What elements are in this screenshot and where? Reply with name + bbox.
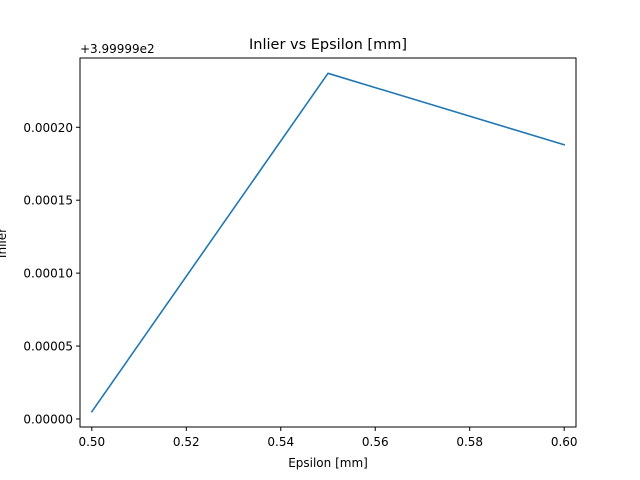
series-line-0: [90, 72, 566, 413]
y-tick-label: 0.00010: [23, 267, 73, 281]
x-tick-label: 0.50: [78, 435, 105, 449]
y-tick-label: 0.00020: [23, 121, 73, 135]
x-axis-label: Epsilon [mm]: [288, 456, 368, 470]
y-tick-label: 0.00000: [23, 412, 73, 426]
x-tick-label: 0.60: [551, 435, 578, 449]
y-axis-label: Inlier: [0, 228, 9, 258]
y-tick-label: 0.00015: [23, 194, 73, 208]
y-tick-label: 0.00005: [23, 340, 73, 354]
x-tick-label: 0.54: [267, 435, 294, 449]
tick-group: 0.50 0.52 0.54 0.56 0.58 0.60 0.00000 0.00005 0.…: [23, 121, 577, 449]
plot-frame: [79, 57, 577, 428]
series-group: [90, 72, 566, 413]
chart-title: Inlier vs Epsilon [mm]: [249, 37, 407, 53]
x-tick-label: 0.56: [362, 435, 389, 449]
y-offset-label: +3.99999e2: [80, 42, 155, 56]
x-tick-label: 0.58: [456, 435, 483, 449]
x-tick-label: 0.52: [173, 435, 200, 449]
